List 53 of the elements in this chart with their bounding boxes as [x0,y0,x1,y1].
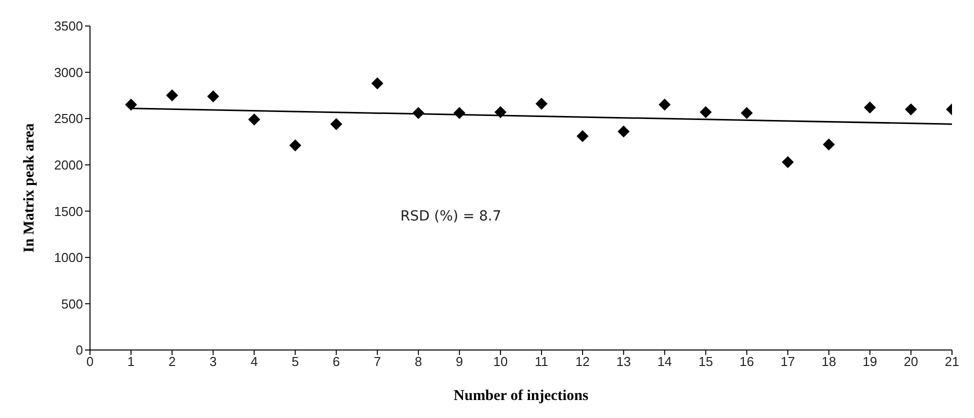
y-tick-label: 2000 [54,157,83,172]
point [125,98,138,111]
point [536,98,548,110]
point [371,77,384,90]
y-axis-title: In Matrix peak area [21,122,38,253]
x-tick-label: 7 [374,354,381,370]
x-tick-label: 19 [862,354,878,370]
x-tick-label: 13 [616,354,631,370]
x-tick-label: 1 [127,354,135,370]
point [494,106,506,118]
x-tick-label: 17 [780,354,796,370]
x-tick-label: 20 [904,354,918,370]
x-tick-label: 15 [698,354,713,370]
point [782,156,794,168]
annotation: RSD (%) = 8.7 [400,208,502,224]
y-tick-label: 1000 [54,250,83,266]
point [248,113,260,126]
point [700,106,712,118]
point [453,107,466,120]
point [740,107,753,120]
x-tick-label: 11 [534,354,548,370]
x-tick-label: 9 [456,354,464,370]
y-tick-label: 2500 [54,111,83,126]
x-tick-label: 5 [292,354,299,370]
point [412,107,424,120]
x-tick-label: 14 [657,354,672,370]
y-tick-label: 3000 [54,64,83,80]
point [576,130,589,142]
point [330,118,342,130]
x-tick-label: 10 [493,354,508,370]
x-tick-label: 0 [86,354,94,370]
x-tick-label: 3 [210,354,217,370]
x-tick-label: 8 [414,354,422,370]
x-tick-label: 12 [575,354,590,370]
point [904,103,917,116]
y-tick-label: 3500 [54,18,83,34]
point [207,90,220,102]
x-axis-title: Number of injections [454,388,589,404]
point [822,138,835,150]
y-tick-label: 1500 [54,204,83,219]
point [289,139,302,152]
x-tick-label: 18 [822,354,836,370]
point [658,98,671,111]
point [166,89,178,102]
point [618,126,630,138]
x-tick-label: 6 [332,354,340,370]
x-tick-label: 2 [168,354,176,370]
x-tick-label: 21 [944,354,960,370]
point [864,101,876,114]
y-tick-label: 500 [61,296,83,312]
y-tick-label: 0 [76,342,83,358]
x-tick-label: 16 [740,354,754,370]
x-tick-label: 4 [250,354,258,370]
